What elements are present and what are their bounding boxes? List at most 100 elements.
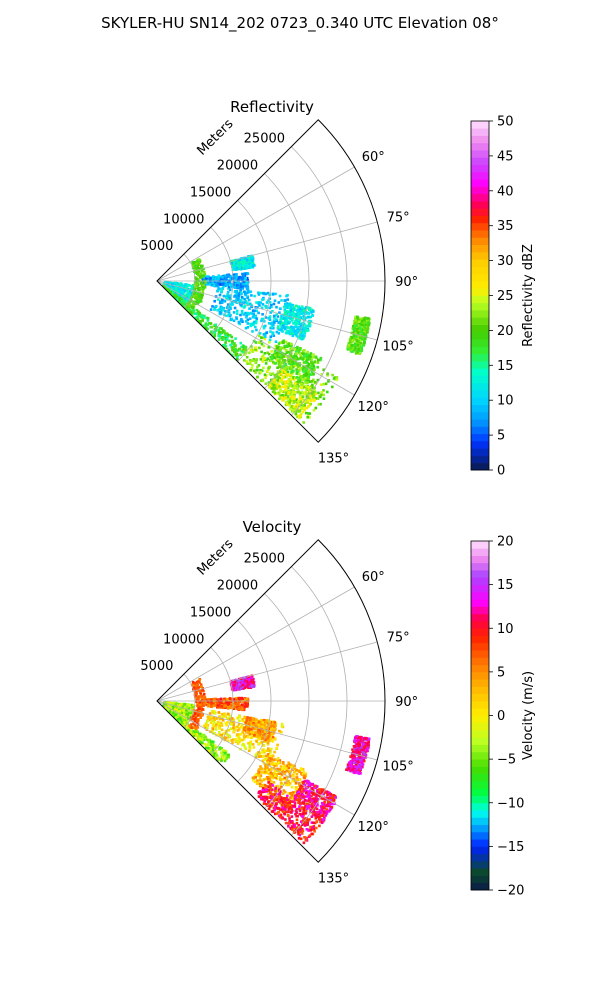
echo-gate <box>273 389 276 392</box>
echo-gate <box>210 330 213 333</box>
echo-gate <box>312 353 315 356</box>
echo-gate <box>264 777 268 781</box>
echo-gate <box>301 773 305 776</box>
echo-gate <box>275 769 278 773</box>
echo-gate <box>284 348 288 352</box>
echo-gate <box>225 347 229 351</box>
echo-gate <box>199 288 202 291</box>
echo-gate <box>317 403 321 406</box>
echo-gate <box>355 342 358 345</box>
echo-gate <box>183 717 186 721</box>
echo-gate <box>212 720 216 724</box>
echo-gate <box>282 355 285 358</box>
echo-gate <box>310 358 313 361</box>
echo-gate <box>263 758 266 762</box>
echo-gate <box>186 709 190 712</box>
echo-gate <box>266 351 269 355</box>
echo-gate <box>185 713 188 716</box>
echo-gate <box>307 371 310 374</box>
echo-gate <box>241 718 244 721</box>
echo-gate <box>206 719 210 723</box>
echo-gate <box>278 392 281 396</box>
echo-gate <box>250 723 253 726</box>
echo-gate <box>274 292 277 296</box>
echo-gate <box>303 318 307 322</box>
azimuth-tick-label: 60° <box>362 150 385 165</box>
echo-gate <box>355 324 358 327</box>
echo-gate <box>268 754 272 758</box>
echo-gate <box>170 293 174 296</box>
echo-gate <box>296 408 299 411</box>
echo-gate <box>303 406 306 410</box>
echo-gate <box>278 321 282 324</box>
echo-gate <box>228 282 231 285</box>
echo-gate <box>236 349 240 352</box>
echo-gate <box>209 277 212 280</box>
echo-gate <box>293 393 296 397</box>
echo-gate <box>287 326 291 329</box>
echo-gate <box>301 317 305 321</box>
echo-gate <box>290 361 293 364</box>
colorbar-band <box>471 346 489 355</box>
echo-gate <box>351 350 354 353</box>
echo-gate <box>174 285 178 288</box>
echo-gate <box>268 366 271 369</box>
echo-gate <box>322 389 325 392</box>
echo-gate <box>292 355 296 358</box>
echo-gate <box>278 294 282 298</box>
echo-gate <box>295 334 299 338</box>
echo-gate <box>295 352 298 355</box>
echo-gate <box>223 275 226 279</box>
echo-gate <box>284 396 287 399</box>
echo-gate <box>275 318 278 321</box>
echo-gate <box>184 704 188 708</box>
echo-gate <box>311 314 314 317</box>
echo-gate <box>201 290 205 294</box>
echo-gate <box>306 379 310 383</box>
colorbar-band <box>471 433 489 442</box>
echo-gate <box>223 712 226 715</box>
echo-gate <box>286 331 289 334</box>
echo-gate <box>257 334 261 338</box>
echo-gate <box>272 319 276 322</box>
echo-gate <box>280 326 283 330</box>
echo-gate <box>295 776 299 779</box>
echo-gate <box>288 770 292 773</box>
echo-gate <box>213 712 216 715</box>
echo-gate <box>306 306 310 309</box>
echo-gate <box>279 394 282 397</box>
echo-gate <box>212 716 215 720</box>
echo-gate <box>350 336 354 340</box>
colorbar-band <box>471 251 489 260</box>
echo-gate <box>305 329 308 333</box>
echo-gate <box>277 383 280 387</box>
echo-gate <box>286 294 289 297</box>
echo-gate <box>223 753 226 757</box>
echo-gate <box>276 743 279 747</box>
echo-gate <box>252 778 255 782</box>
echo-gate <box>281 341 285 344</box>
echo-gate <box>307 377 310 381</box>
echo-gate <box>189 711 193 714</box>
echo-gate <box>229 334 232 337</box>
echo-gate <box>180 287 183 291</box>
echo-gate <box>215 717 219 720</box>
echo-gate <box>197 314 201 317</box>
echo-gate <box>248 351 251 355</box>
echo-gate <box>294 790 297 794</box>
echo-gate <box>224 721 228 725</box>
echo-gate <box>289 407 293 411</box>
echo-gate <box>269 738 273 741</box>
echo-gate <box>202 274 205 278</box>
colorbar-tick-label: 35 <box>497 219 514 234</box>
echo-gate <box>277 326 280 329</box>
echo-gate <box>258 341 261 344</box>
echo-gate <box>278 768 281 771</box>
echo-gate <box>284 366 288 370</box>
echo-gate <box>298 309 302 312</box>
echo-gate <box>189 714 192 717</box>
echo-gate <box>166 289 169 292</box>
echo-gate <box>224 757 228 761</box>
echo-gate <box>236 717 239 720</box>
echo-gate <box>258 346 261 350</box>
